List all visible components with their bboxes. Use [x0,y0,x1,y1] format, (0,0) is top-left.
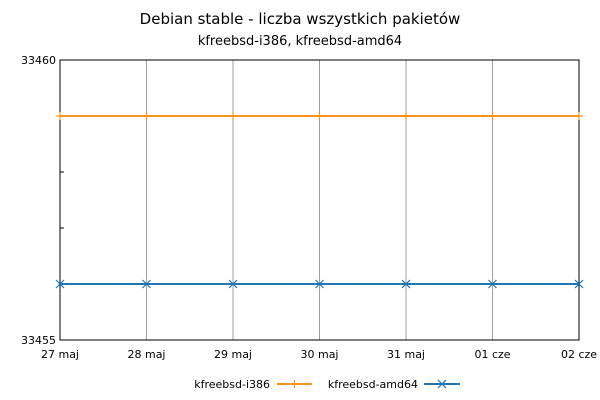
data-point [488,279,497,289]
chart-subtitle: kfreebsd-i386, kfreebsd-amd64 [198,34,402,49]
legend-label: kfreebsd-amd64 [328,378,418,391]
legend-item: kfreebsd-amd64 [328,378,460,391]
data-point [229,112,237,120]
x-tick-labels: 27 maj 28 maj 29 maj 30 maj 31 maj 01 cze 02 c… [41,348,597,361]
series-layer [55,112,584,289]
y-tick-label: 33455 [21,334,56,347]
data-point [142,112,151,120]
legend-marker [437,379,447,389]
data-point [402,112,410,120]
marker-stroke [55,279,65,289]
y-tick-labels: 33460 33455 [21,54,56,347]
legend: kfreebsd-i386 kfreebsd-amd64 [194,378,460,391]
x-tick-label: 27 maj [41,348,79,361]
x-tick-label: 01 cze [474,348,510,361]
x-tick-label: 30 maj [300,348,338,361]
x-tick-label: 29 maj [214,348,252,361]
y-tick-label: 33460 [21,54,56,67]
data-point [56,112,64,120]
data-point [401,279,411,289]
data-point [55,279,65,289]
data-point [575,112,583,120]
marker-stroke [488,279,497,289]
marker-stroke [401,279,411,289]
grid-lines [146,60,493,340]
legend-label: kfreebsd-i386 [194,378,270,391]
plot-frame [59,59,580,341]
marker-stroke [574,279,584,289]
x-tick-label: 28 maj [127,348,165,361]
data-point [315,112,324,120]
legend-item: kfreebsd-i386 [194,378,312,391]
data-point [142,279,151,289]
marker-stroke [315,279,324,289]
marker-stroke [228,279,238,289]
x-tick-label: 31 maj [387,348,425,361]
data-point [574,279,584,289]
data-point [488,112,497,120]
marker-stroke [142,279,151,289]
chart-title: Debian stable - liczba wszystkich pakiet… [140,10,461,28]
data-point [228,279,238,289]
data-point [315,279,324,289]
x-tick-label: 02 cze [561,348,597,361]
